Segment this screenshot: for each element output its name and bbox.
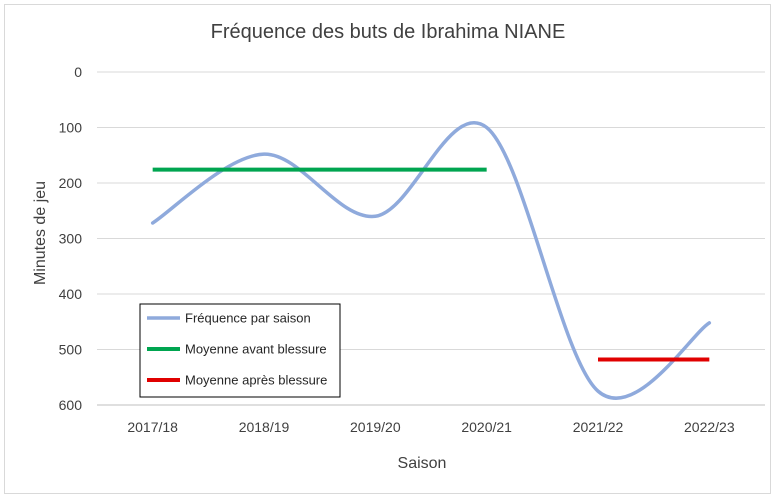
- y-axis-title: Minutes de jeu: [32, 181, 49, 285]
- x-axis-title: Saison: [398, 455, 447, 472]
- x-tick-label: 2018/19: [239, 419, 290, 435]
- series-line-frequence-par-saison: [150, 121, 712, 400]
- legend-entry-avant-blessure: Moyenne avant blessure: [185, 342, 327, 357]
- x-tick-label: 2021/22: [573, 419, 624, 435]
- chart-title: Fréquence des buts de Ibrahima NIANE: [211, 21, 566, 43]
- legend: Fréquence par saison Moyenne avant blessu…: [139, 303, 341, 398]
- legend-entry-frequence: Fréquence par saison: [185, 311, 311, 326]
- y-tick-labels: 0 100 200 300 400 500 600: [59, 64, 83, 413]
- x-tick-labels: 2017/18 2018/19 2019/20 2020/21 2021/22 2022/…: [127, 419, 734, 435]
- y-tick-label: 200: [59, 175, 83, 191]
- x-tick-label: 2019/20: [350, 419, 401, 435]
- y-tick-label: 600: [59, 397, 83, 413]
- x-tick-label: 2017/18: [127, 419, 178, 435]
- x-tick-label: 2020/21: [461, 419, 512, 435]
- y-tick-label: 500: [59, 342, 83, 358]
- legend-entry-apres-blessure: Moyenne après blessure: [185, 373, 327, 388]
- chart-frame: [4, 4, 771, 494]
- x-tick-label: 2022/23: [684, 419, 735, 435]
- y-tick-label: 300: [59, 231, 83, 247]
- y-tick-label: 400: [59, 286, 83, 302]
- y-tick-label: 100: [59, 120, 83, 136]
- y-tick-label: 0: [74, 64, 82, 80]
- series-layer: [150, 121, 712, 400]
- gridlines: [97, 71, 765, 406]
